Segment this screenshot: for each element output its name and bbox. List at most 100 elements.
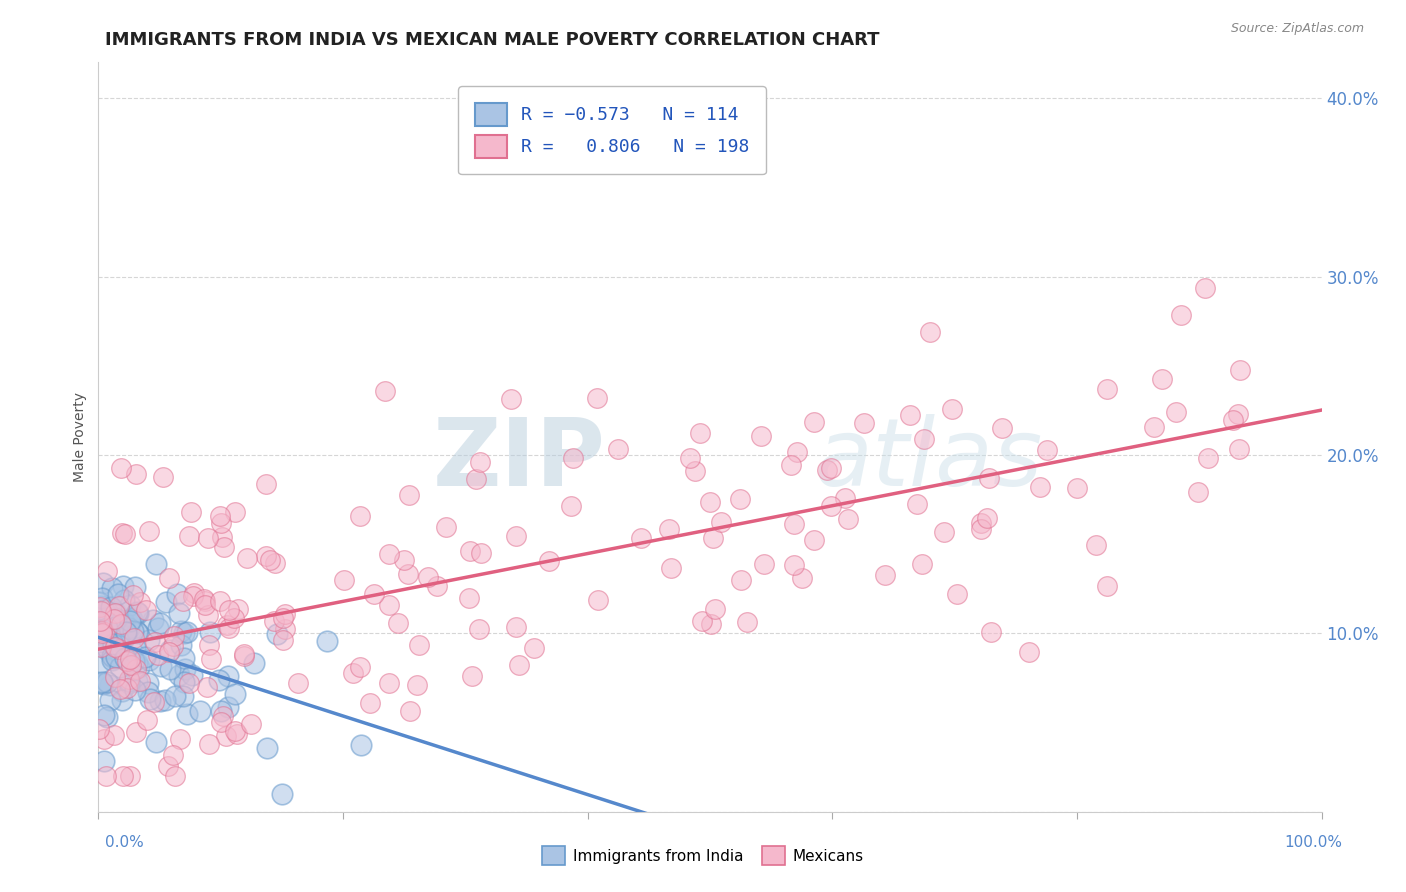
- Point: [690, 615, 713, 629]
- Point: [815, 462, 838, 476]
- Point: [212, 540, 235, 554]
- Point: [523, 640, 546, 655]
- Point: [162, 747, 184, 762]
- Point: [505, 619, 527, 633]
- Point: [125, 725, 148, 739]
- Point: [89, 599, 111, 614]
- Point: [103, 729, 125, 743]
- Point: [157, 645, 180, 659]
- Point: [349, 660, 371, 674]
- Point: [121, 588, 143, 602]
- Point: [699, 495, 721, 509]
- Point: [96, 640, 118, 655]
- Point: [143, 635, 166, 649]
- Point: [342, 666, 364, 681]
- Point: [259, 553, 281, 567]
- Text: 100.0%: 100.0%: [1285, 836, 1343, 850]
- Point: [163, 629, 186, 643]
- Point: [630, 531, 652, 545]
- Point: [1152, 372, 1174, 386]
- Point: [941, 402, 963, 417]
- Point: [703, 602, 725, 616]
- Point: [100, 599, 122, 614]
- Point: [912, 432, 935, 446]
- Point: [155, 693, 177, 707]
- Point: [215, 618, 238, 632]
- Point: [115, 629, 138, 643]
- Point: [94, 642, 117, 657]
- Point: [90, 640, 112, 654]
- Point: [200, 625, 222, 640]
- Point: [91, 591, 114, 605]
- Point: [457, 591, 479, 606]
- Point: [152, 470, 174, 484]
- Point: [148, 648, 170, 662]
- Point: [377, 676, 399, 690]
- Point: [159, 642, 181, 657]
- Point: [195, 680, 218, 694]
- Point: [932, 524, 955, 539]
- Point: [970, 516, 993, 530]
- Point: [710, 516, 733, 530]
- Point: [461, 669, 484, 683]
- Point: [173, 651, 195, 665]
- Point: [93, 732, 115, 747]
- Point: [387, 616, 409, 631]
- Point: [198, 638, 221, 652]
- Point: [1029, 481, 1052, 495]
- Point: [167, 668, 190, 682]
- Point: [434, 520, 457, 534]
- Point: [118, 676, 141, 690]
- Point: [107, 599, 129, 614]
- Point: [110, 684, 132, 698]
- Point: [96, 674, 118, 689]
- Point: [138, 633, 160, 648]
- Point: [169, 731, 191, 746]
- Point: [115, 681, 138, 695]
- Point: [737, 615, 759, 629]
- Point: [1095, 382, 1118, 396]
- Point: [679, 451, 702, 466]
- Point: [218, 603, 240, 617]
- Point: [127, 607, 149, 621]
- Point: [100, 632, 122, 647]
- Point: [91, 576, 114, 591]
- Point: [111, 525, 134, 540]
- Point: [108, 640, 131, 654]
- Point: [169, 624, 191, 638]
- Point: [166, 587, 188, 601]
- Point: [104, 640, 127, 654]
- Point: [145, 735, 167, 749]
- Point: [87, 723, 110, 737]
- Point: [350, 738, 373, 752]
- Point: [607, 442, 630, 456]
- Point: [416, 570, 439, 584]
- Point: [586, 391, 609, 405]
- Point: [217, 669, 239, 683]
- Point: [537, 554, 560, 568]
- Point: [242, 657, 264, 671]
- Point: [508, 657, 530, 672]
- Point: [104, 650, 127, 665]
- Point: [110, 693, 132, 707]
- Point: [167, 606, 190, 620]
- Point: [127, 656, 149, 670]
- Point: [138, 524, 160, 538]
- Point: [1095, 579, 1118, 593]
- Point: [406, 678, 429, 692]
- Point: [208, 594, 231, 608]
- Point: [271, 633, 294, 648]
- Point: [112, 579, 135, 593]
- Point: [87, 595, 110, 609]
- Point: [332, 573, 354, 587]
- Point: [194, 593, 217, 607]
- Point: [149, 659, 172, 673]
- Point: [157, 758, 180, 772]
- Point: [468, 623, 491, 637]
- Point: [458, 543, 481, 558]
- Point: [977, 471, 1000, 485]
- Point: [200, 652, 222, 666]
- Point: [273, 622, 295, 636]
- Point: [779, 458, 801, 472]
- Point: [197, 608, 219, 623]
